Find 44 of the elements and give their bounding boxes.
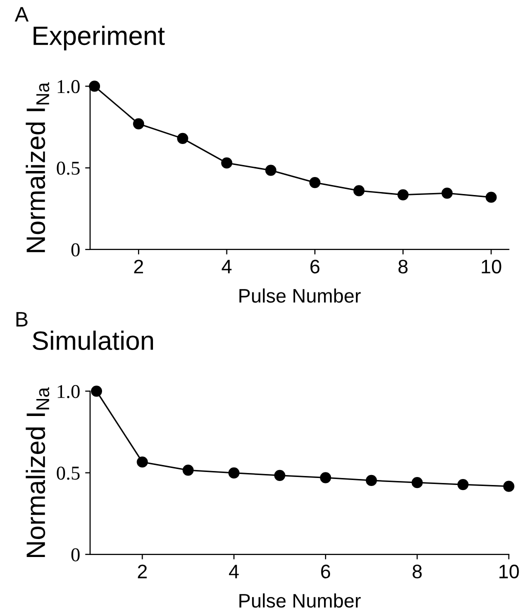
point xyxy=(366,474,377,486)
y-tick-label: 1.0 xyxy=(58,80,80,94)
text: B xyxy=(16,312,28,326)
x-tick-label: 4 xyxy=(222,260,232,274)
point xyxy=(353,185,365,196)
x-axis-title: Pulse Number xyxy=(239,593,361,608)
point xyxy=(221,157,232,169)
x-tick-label: 10 xyxy=(482,260,502,274)
x-tick-label: 8 xyxy=(412,564,422,578)
point xyxy=(90,386,102,397)
chart-title: Simulation xyxy=(32,330,153,350)
point xyxy=(412,477,423,488)
point xyxy=(228,467,240,478)
point xyxy=(265,164,276,176)
point xyxy=(182,464,194,476)
chart-title: Experiment xyxy=(34,26,165,50)
y-tick-label: 0 xyxy=(71,243,80,256)
y-axis-title: Normalized I$_{Na}$ xyxy=(26,82,50,252)
x-tick-label: 4 xyxy=(228,564,239,578)
point xyxy=(177,132,188,144)
x-tick-label: 6 xyxy=(310,260,320,274)
point xyxy=(136,456,148,468)
point xyxy=(442,188,453,199)
y-axis-title: Normalized I$_{Na}$ xyxy=(26,387,50,558)
point xyxy=(503,480,514,492)
x-axis-title: Pulse Number xyxy=(239,288,361,303)
point xyxy=(133,118,144,130)
point xyxy=(88,80,100,92)
x-tick-label: 10 xyxy=(499,564,519,578)
x-tick-label: 6 xyxy=(321,564,330,578)
point xyxy=(397,189,409,200)
point xyxy=(320,472,332,484)
x-tick-label: 8 xyxy=(398,260,408,274)
point xyxy=(309,176,320,188)
x-tick-label: 2 xyxy=(134,260,144,274)
x-tick-label: 2 xyxy=(138,564,147,578)
text: A xyxy=(14,7,29,22)
y-tick-label: 1.0 xyxy=(58,384,80,398)
y-tick-label: 0.5 xyxy=(56,162,80,175)
point xyxy=(457,478,469,490)
y-tick-label: 0 xyxy=(71,548,80,562)
point xyxy=(274,470,286,481)
point xyxy=(486,192,497,203)
y-tick-label: 0.5 xyxy=(56,466,80,480)
